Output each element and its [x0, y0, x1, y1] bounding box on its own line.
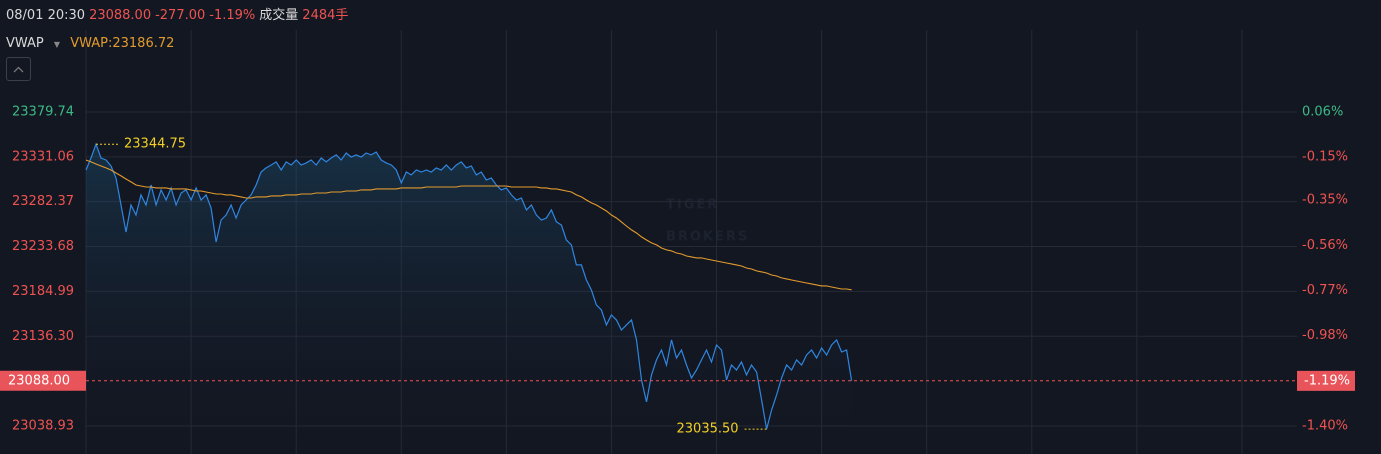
indicator-select[interactable]: VWAP — [6, 36, 44, 51]
collapse-icon — [13, 66, 24, 73]
price: 23088.00 — [89, 8, 152, 23]
y-tick-label: 23038.93 — [12, 418, 74, 433]
y-tick-label: 23136.30 — [12, 329, 74, 344]
y2-tick-label: 0.06% — [1302, 104, 1343, 119]
y2-tick-label: -1.40% — [1302, 419, 1348, 434]
y2-tick-label: -0.15% — [1302, 150, 1348, 165]
legend: VWAP ▼ VWAP:23186.72 — [6, 36, 174, 51]
annotation: 23344.75 — [124, 137, 186, 152]
y2-tick-label: -0.56% — [1302, 238, 1348, 253]
last-change-box — [1297, 370, 1355, 391]
last-price-box — [0, 370, 86, 391]
y-tick-label: 23379.74 — [12, 104, 74, 119]
area — [86, 144, 852, 454]
y-tick-label: 23331.06 — [12, 149, 74, 164]
legend-entry: VWAP:23186.72 — [70, 36, 175, 51]
volume: 2484手 — [302, 8, 349, 23]
dropdown-arrow[interactable]: ▼ — [53, 40, 61, 49]
y-tick-label: 23233.68 — [12, 239, 74, 254]
last-change-label: -1.19% — [1304, 373, 1350, 388]
collapse-button[interactable] — [6, 57, 31, 81]
line — [85, 159, 852, 291]
y2-tick-label: -0.98% — [1302, 328, 1348, 343]
last-price-label: 23088.00 — [8, 373, 70, 388]
y2-tick-label: -0.77% — [1302, 283, 1348, 298]
y2-tick-label: -0.35% — [1302, 193, 1348, 208]
watermark: TIGER — [666, 198, 719, 213]
header: 08/01 20:30 23088.00 -277.00 -1.19% 成交量 2484手 — [6, 4, 352, 23]
y-tick-label: 23184.99 — [12, 284, 74, 299]
y-tick-label: 23282.37 — [12, 194, 74, 209]
volume-label: 成交量 — [259, 8, 299, 23]
time: 08/01 20:30 — [6, 8, 86, 23]
line — [85, 142, 853, 430]
change: -277.00 — [155, 8, 206, 23]
watermark: BROKERS — [666, 230, 749, 245]
annotation: 23035.50 — [677, 422, 739, 437]
change-pct: -1.19% — [209, 8, 256, 23]
